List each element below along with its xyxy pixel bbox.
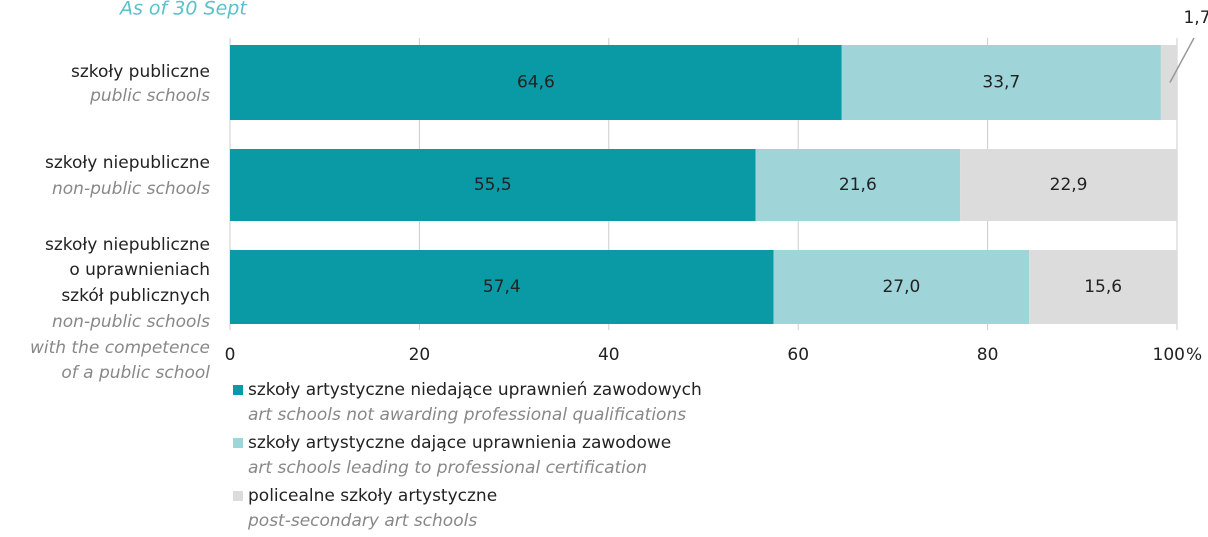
value-label: 55,5 [474, 175, 512, 195]
legend-label-en: art schools not awarding professional qu… [248, 405, 686, 425]
legend-label-en: art schools leading to professional cert… [248, 458, 647, 478]
x-tick-label: 0 [225, 345, 236, 365]
legend-label: szkoły artystyczne niedające uprawnień z… [248, 380, 702, 400]
value-label: 33,7 [982, 73, 1020, 93]
value-label: 57,4 [483, 277, 521, 297]
category-label: o uprawnieniach [69, 260, 210, 280]
x-axis-unit: % [1186, 345, 1202, 365]
value-label: 64,6 [517, 73, 555, 93]
value-label: 22,9 [1050, 175, 1088, 195]
bar-segment [1160, 45, 1177, 120]
category-label-en: non-public schools [52, 312, 210, 332]
legend-label: szkoły artystyczne dające uprawnienia za… [248, 433, 671, 453]
category-label-en: non-public schools [52, 179, 210, 199]
x-tick-label: 60 [787, 345, 809, 365]
x-tick-label: 80 [977, 345, 999, 365]
value-label: 21,6 [839, 175, 877, 195]
category-label: szkoły niepubliczne [45, 153, 210, 173]
legend-swatch [233, 385, 243, 395]
value-label: 1,7 [1183, 8, 1208, 28]
x-tick-label: 40 [598, 345, 620, 365]
bar-segment [1029, 250, 1177, 324]
bar-segment [230, 45, 842, 120]
legend-swatch [233, 438, 243, 448]
x-tick-label: 100 [1153, 345, 1185, 365]
subtitle: As of 30 Sept [118, 0, 248, 20]
legend-label-en: post-secondary art schools [247, 511, 477, 531]
leader-line [1169, 37, 1195, 83]
category-label: szkół publicznych [61, 286, 210, 306]
bar-segment [230, 250, 774, 324]
category-label: szkoły publiczne [71, 62, 210, 82]
category-label: szkoły niepubliczne [45, 235, 210, 255]
legend-label: policealne szkoły artystyczne [248, 486, 497, 506]
x-tick-label: 20 [409, 345, 431, 365]
category-label-en: of a public school [61, 363, 210, 383]
bar-segment [960, 149, 1177, 221]
legend-swatch [233, 491, 243, 501]
bar-segment [841, 45, 1161, 120]
bar-segment [755, 149, 961, 221]
category-label-en: with the competence [30, 338, 210, 358]
value-label: 15,6 [1084, 277, 1122, 297]
value-label: 27,0 [882, 277, 920, 297]
bar-segment [230, 149, 756, 221]
bar-segment [773, 250, 1030, 324]
category-label-en: public schools [89, 86, 210, 106]
